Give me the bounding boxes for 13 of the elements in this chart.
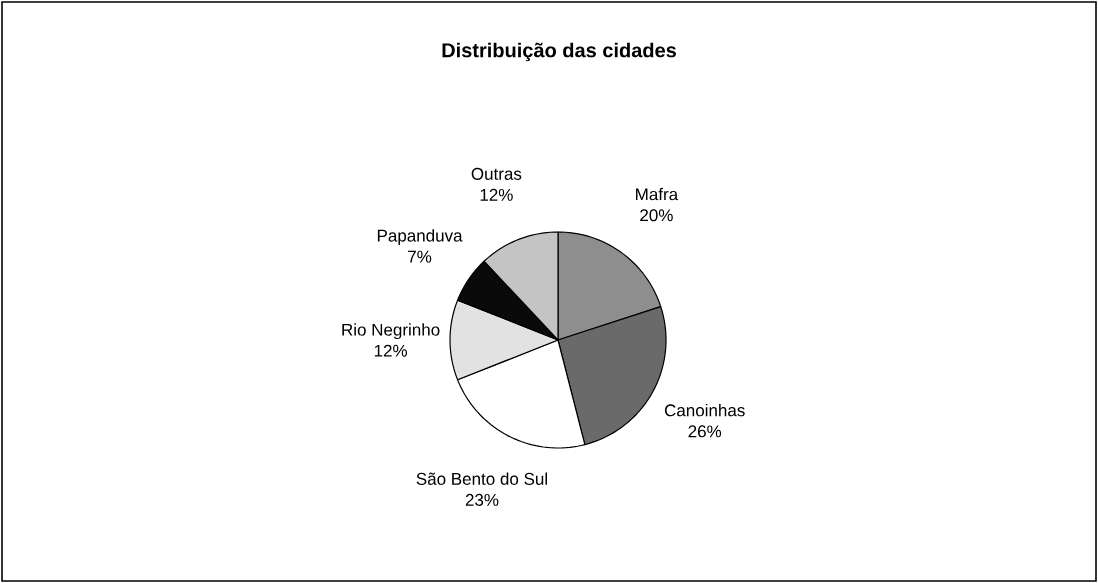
slice-label: Rio Negrinho [342,323,440,340]
data-label: 7% [408,250,432,263]
data-label: 12% [374,344,408,357]
data-label: 20% [640,209,673,222]
slice-label: São Bento do Sul [416,472,547,485]
data-label: 23% [465,493,499,506]
slice-label: Outras [471,167,522,180]
slice-label: Canoinhas [664,403,745,417]
slice-label: Mafra [636,187,679,201]
data-label: 12% [480,188,513,201]
slice-label: Papanduva [377,229,463,246]
data-label: 26% [688,425,722,438]
chart-title: Distribuição das cidades [442,42,676,62]
